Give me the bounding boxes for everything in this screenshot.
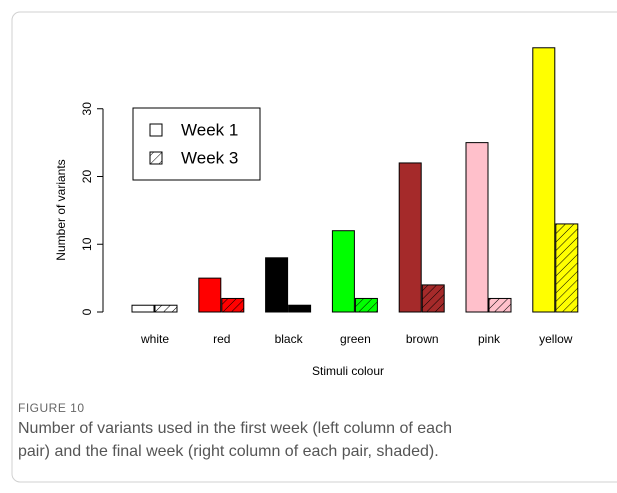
- bar: [288, 304, 312, 313]
- x-tick-label: red: [213, 332, 230, 346]
- x-axis-label: Stimuli colour: [312, 364, 384, 378]
- legend-box: [132, 107, 261, 181]
- bar: [398, 162, 422, 313]
- bar: [421, 284, 445, 313]
- caption-label: FIGURE 10: [18, 401, 85, 415]
- y-tick-label: 30: [80, 102, 94, 116]
- y-tick-label: 0: [80, 308, 94, 315]
- x-tick-label: yellow: [539, 332, 573, 346]
- x-tick-label: brown: [406, 332, 439, 346]
- bar: [131, 304, 155, 313]
- x-tick-label: pink: [478, 332, 501, 346]
- y-tick-label: 20: [80, 170, 94, 184]
- bar: [532, 47, 556, 313]
- caption-text: pair) and the final week (right column o…: [18, 443, 439, 460]
- frame: [11, 11, 617, 483]
- bar: [465, 142, 489, 313]
- bar: [488, 297, 512, 313]
- bar: [265, 257, 289, 313]
- bar: [198, 277, 222, 313]
- x-tick-label: green: [340, 332, 371, 346]
- caption-text: Number of variants used in the first wee…: [18, 420, 452, 437]
- x-tick-label: black: [275, 332, 304, 346]
- y-axis-label: Number of variants: [54, 159, 68, 260]
- legend-swatch: [149, 151, 163, 165]
- bar: [555, 223, 579, 313]
- x-tick-label: white: [140, 332, 169, 346]
- bar: [331, 230, 355, 313]
- bar: [221, 297, 245, 313]
- legend-swatch: [149, 123, 163, 137]
- bar: [154, 304, 178, 313]
- bar: [354, 297, 378, 313]
- legend-label: Week 3: [181, 148, 238, 167]
- legend-label: Week 1: [181, 120, 238, 139]
- y-tick-label: 10: [80, 237, 94, 251]
